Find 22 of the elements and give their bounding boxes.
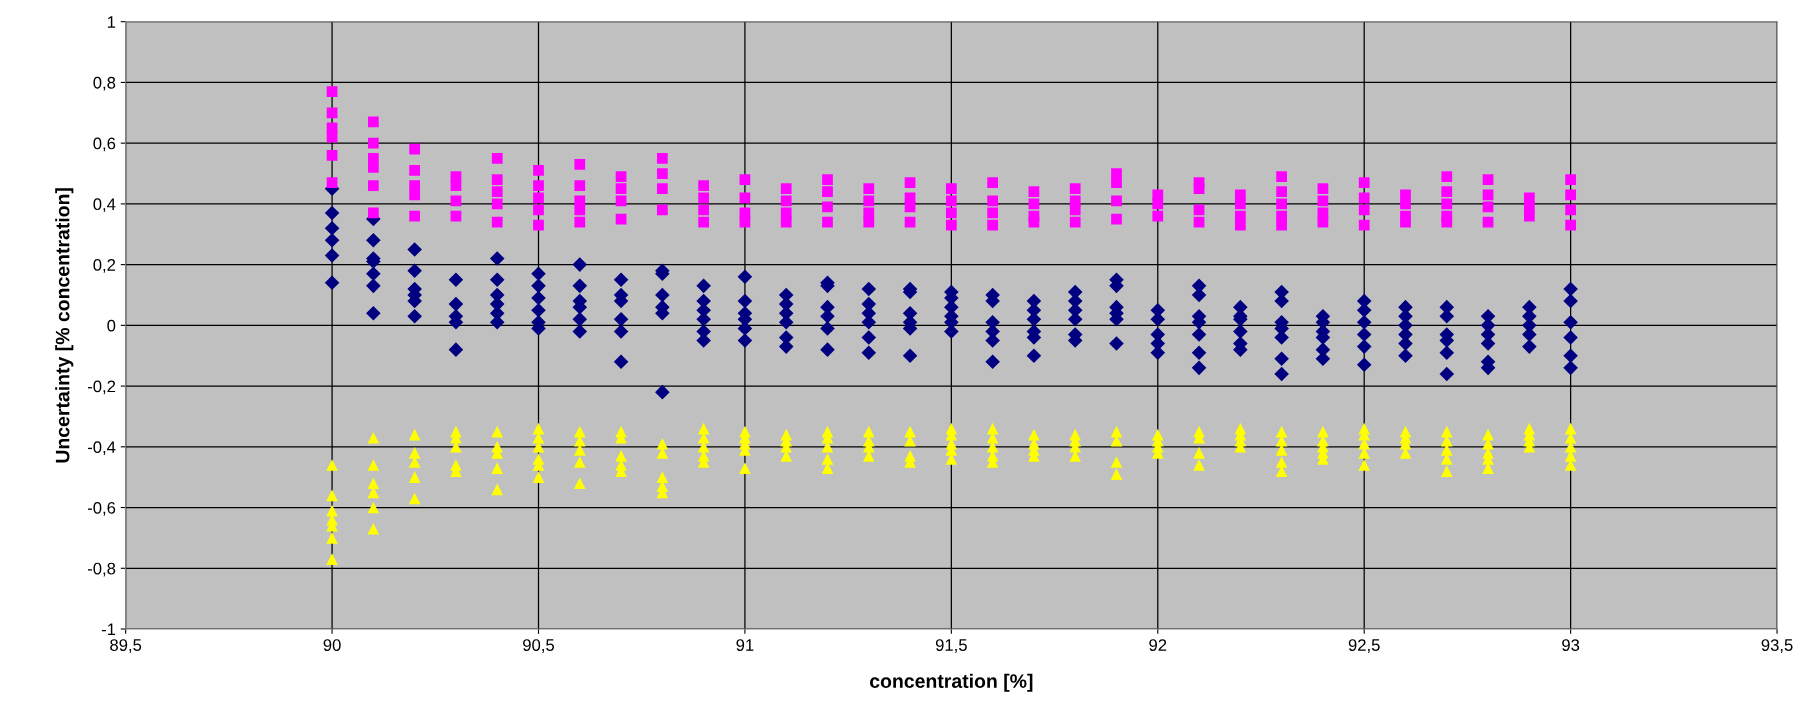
y-tick-label: -0,6 xyxy=(87,501,116,516)
y-tick-label: -0,8 xyxy=(87,562,116,577)
y-tick-label: 0,8 xyxy=(93,76,116,91)
x-tick-label: 92 xyxy=(1149,639,1167,651)
y-tick-label: 0,2 xyxy=(93,259,116,273)
y-tick-label: -0,2 xyxy=(87,380,116,395)
x-axis-title: concentration [%] xyxy=(870,673,1033,692)
x-tick-label: 90 xyxy=(323,639,341,651)
x-tick-label: 93,5 xyxy=(1761,639,1793,653)
x-tick-label: 91 xyxy=(736,639,754,651)
y-tick-label: 0 xyxy=(107,319,116,332)
y-tick-label: 0,4 xyxy=(93,198,116,213)
y-tick-label: 0,6 xyxy=(93,137,116,152)
x-tick-label: 92,5 xyxy=(1348,639,1380,653)
y-tick-label: -0,4 xyxy=(87,441,116,455)
y-tick-label: -1 xyxy=(101,623,116,636)
x-tick-label: 89,5 xyxy=(110,639,142,653)
y-tick-label: 1 xyxy=(107,16,116,28)
x-tick-label: 93 xyxy=(1562,639,1580,651)
y-axis-title: Uncertainty [% concentration] xyxy=(55,188,74,463)
x-tick-label: 90,5 xyxy=(523,639,555,653)
x-tick-label: 91,5 xyxy=(935,639,967,653)
